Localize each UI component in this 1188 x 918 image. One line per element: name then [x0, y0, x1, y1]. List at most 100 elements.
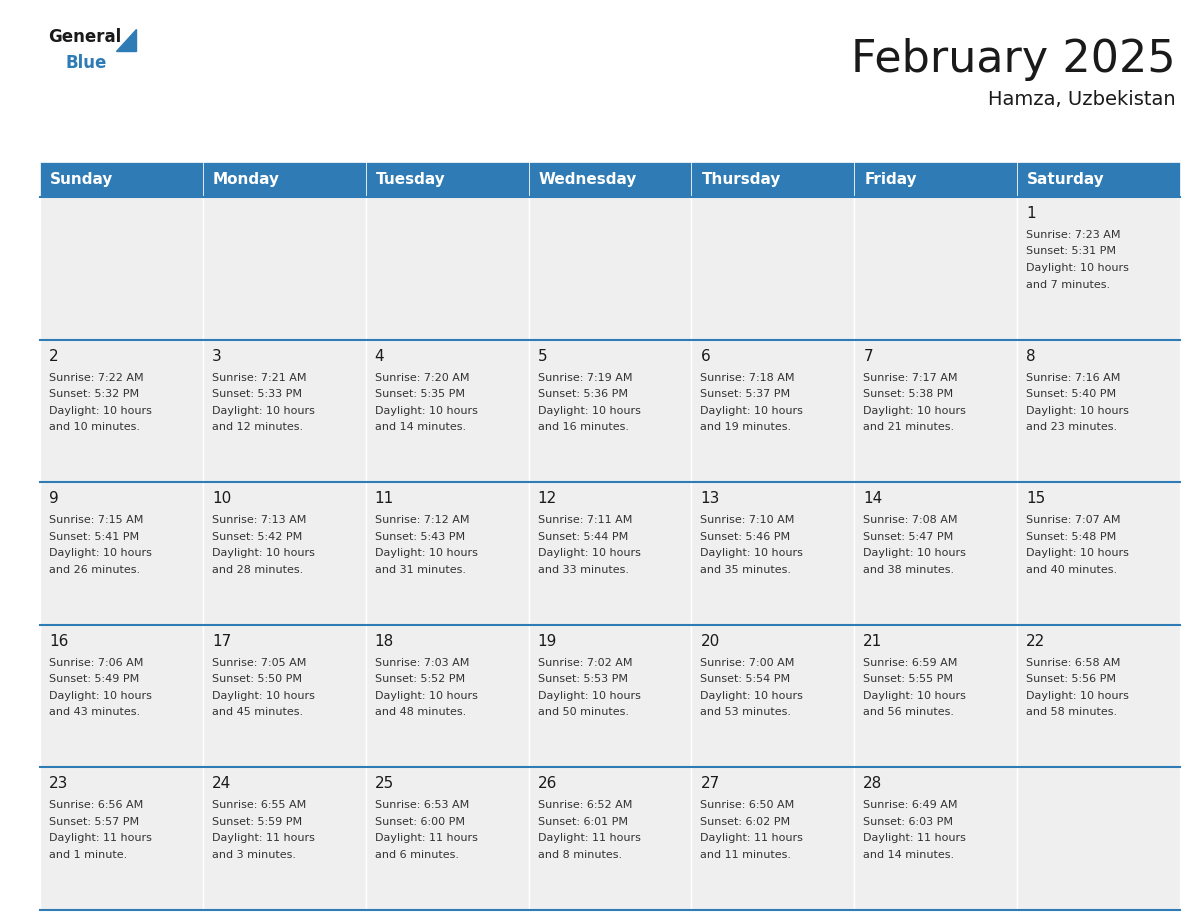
Text: 19: 19 — [538, 633, 557, 649]
Text: Sunset: 5:49 PM: Sunset: 5:49 PM — [49, 675, 139, 684]
Text: Sunset: 5:37 PM: Sunset: 5:37 PM — [701, 389, 790, 399]
Bar — [40, 482, 203, 625]
Bar — [1017, 197, 1180, 340]
Bar — [40, 767, 203, 910]
Bar — [40, 197, 203, 340]
Text: and 1 minute.: and 1 minute. — [49, 850, 127, 860]
Text: and 48 minutes.: and 48 minutes. — [374, 707, 466, 717]
Bar — [529, 482, 691, 625]
Text: Sunset: 6:03 PM: Sunset: 6:03 PM — [864, 817, 953, 827]
Text: Sunset: 5:57 PM: Sunset: 5:57 PM — [49, 817, 139, 827]
Bar — [40, 162, 203, 197]
Text: 21: 21 — [864, 633, 883, 649]
Text: and 53 minutes.: and 53 minutes. — [701, 707, 791, 717]
Text: and 14 minutes.: and 14 minutes. — [374, 422, 466, 432]
Text: Daylight: 10 hours: Daylight: 10 hours — [864, 406, 966, 416]
Text: Tuesday: Tuesday — [375, 172, 446, 187]
Text: Daylight: 10 hours: Daylight: 10 hours — [374, 548, 478, 558]
Text: Sunrise: 6:59 AM: Sunrise: 6:59 AM — [864, 658, 958, 667]
Bar — [529, 162, 691, 197]
Text: and 40 minutes.: and 40 minutes. — [1026, 565, 1117, 575]
Bar — [366, 625, 529, 767]
Text: and 43 minutes.: and 43 minutes. — [49, 707, 140, 717]
Text: Daylight: 11 hours: Daylight: 11 hours — [211, 834, 315, 844]
Bar — [529, 197, 691, 340]
Bar — [40, 340, 203, 482]
Text: 3: 3 — [211, 349, 222, 364]
Text: 25: 25 — [374, 777, 394, 791]
Text: 26: 26 — [538, 777, 557, 791]
Text: Wednesday: Wednesday — [538, 172, 637, 187]
Bar — [366, 340, 529, 482]
Text: General: General — [48, 28, 121, 46]
Bar — [854, 625, 1017, 767]
Text: Sunset: 5:43 PM: Sunset: 5:43 PM — [374, 532, 465, 542]
Text: Daylight: 10 hours: Daylight: 10 hours — [211, 406, 315, 416]
Bar — [366, 482, 529, 625]
Bar — [203, 625, 366, 767]
Text: Sunrise: 7:02 AM: Sunrise: 7:02 AM — [538, 658, 632, 667]
Text: and 19 minutes.: and 19 minutes. — [701, 422, 791, 432]
Text: and 14 minutes.: and 14 minutes. — [864, 850, 954, 860]
Text: Daylight: 10 hours: Daylight: 10 hours — [538, 406, 640, 416]
Text: Daylight: 10 hours: Daylight: 10 hours — [864, 691, 966, 700]
Text: Sunset: 5:38 PM: Sunset: 5:38 PM — [864, 389, 954, 399]
Text: 28: 28 — [864, 777, 883, 791]
Text: Daylight: 10 hours: Daylight: 10 hours — [1026, 548, 1129, 558]
Bar — [854, 197, 1017, 340]
Bar — [1017, 767, 1180, 910]
Text: and 50 minutes.: and 50 minutes. — [538, 707, 628, 717]
Text: Sunrise: 7:19 AM: Sunrise: 7:19 AM — [538, 373, 632, 383]
Text: Sunset: 5:59 PM: Sunset: 5:59 PM — [211, 817, 302, 827]
Text: Sunrise: 7:11 AM: Sunrise: 7:11 AM — [538, 515, 632, 525]
Text: 2: 2 — [49, 349, 58, 364]
Text: 22: 22 — [1026, 633, 1045, 649]
Bar — [366, 197, 529, 340]
Text: and 12 minutes.: and 12 minutes. — [211, 422, 303, 432]
Text: Sunrise: 6:53 AM: Sunrise: 6:53 AM — [374, 800, 469, 811]
Text: 16: 16 — [49, 633, 69, 649]
Bar — [203, 162, 366, 197]
Bar — [1017, 482, 1180, 625]
Text: Sunset: 5:56 PM: Sunset: 5:56 PM — [1026, 675, 1117, 684]
Text: 14: 14 — [864, 491, 883, 506]
Text: Sunset: 6:02 PM: Sunset: 6:02 PM — [701, 817, 790, 827]
Text: Sunset: 5:52 PM: Sunset: 5:52 PM — [374, 675, 465, 684]
Text: and 16 minutes.: and 16 minutes. — [538, 422, 628, 432]
Bar — [854, 162, 1017, 197]
Text: 23: 23 — [49, 777, 69, 791]
Text: and 33 minutes.: and 33 minutes. — [538, 565, 628, 575]
Text: and 38 minutes.: and 38 minutes. — [864, 565, 954, 575]
Text: Saturday: Saturday — [1028, 172, 1105, 187]
Text: and 8 minutes.: and 8 minutes. — [538, 850, 621, 860]
Polygon shape — [116, 29, 135, 51]
Text: and 56 minutes.: and 56 minutes. — [864, 707, 954, 717]
Text: Sunrise: 6:56 AM: Sunrise: 6:56 AM — [49, 800, 144, 811]
Text: Daylight: 10 hours: Daylight: 10 hours — [374, 406, 478, 416]
Text: Sunset: 5:31 PM: Sunset: 5:31 PM — [1026, 247, 1117, 256]
Text: 13: 13 — [701, 491, 720, 506]
Bar — [854, 767, 1017, 910]
Text: and 7 minutes.: and 7 minutes. — [1026, 279, 1111, 289]
Bar — [691, 482, 854, 625]
Text: Daylight: 10 hours: Daylight: 10 hours — [538, 691, 640, 700]
Text: Daylight: 10 hours: Daylight: 10 hours — [211, 548, 315, 558]
Bar — [40, 625, 203, 767]
Text: Daylight: 10 hours: Daylight: 10 hours — [701, 406, 803, 416]
Text: 9: 9 — [49, 491, 58, 506]
Text: 12: 12 — [538, 491, 557, 506]
Text: Sunrise: 7:23 AM: Sunrise: 7:23 AM — [1026, 230, 1120, 240]
Text: Daylight: 10 hours: Daylight: 10 hours — [538, 548, 640, 558]
Text: 24: 24 — [211, 777, 232, 791]
Text: Daylight: 10 hours: Daylight: 10 hours — [1026, 406, 1129, 416]
Text: Sunset: 5:48 PM: Sunset: 5:48 PM — [1026, 532, 1117, 542]
Text: Sunrise: 6:58 AM: Sunrise: 6:58 AM — [1026, 658, 1120, 667]
Text: 18: 18 — [374, 633, 394, 649]
Bar — [529, 340, 691, 482]
Bar — [1017, 340, 1180, 482]
Text: Sunset: 6:00 PM: Sunset: 6:00 PM — [374, 817, 465, 827]
Text: Sunrise: 7:21 AM: Sunrise: 7:21 AM — [211, 373, 307, 383]
Text: Daylight: 10 hours: Daylight: 10 hours — [701, 691, 803, 700]
Text: 5: 5 — [538, 349, 548, 364]
Text: Sunset: 5:41 PM: Sunset: 5:41 PM — [49, 532, 139, 542]
